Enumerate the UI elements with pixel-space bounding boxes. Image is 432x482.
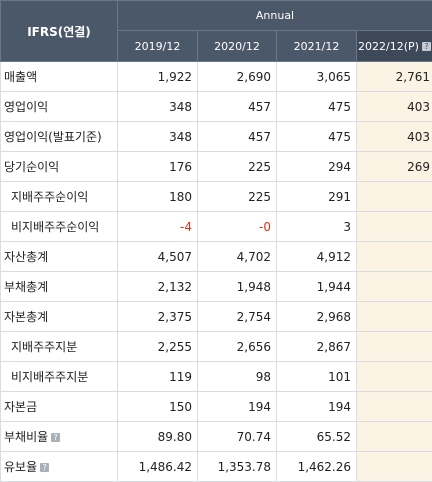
row-label-with-help: 부채비율?	[1, 422, 118, 452]
cell: 4,912	[277, 242, 357, 272]
cell: 2,690	[198, 62, 277, 92]
year-header-2021: 2021/12	[277, 31, 357, 62]
table-row: 비지배주주순이익 -4 -0 3	[1, 212, 432, 242]
year-header-2019: 2019/12	[118, 31, 198, 62]
cell: 2,656	[198, 332, 277, 362]
year-header-label: 2022/12(P)	[358, 40, 419, 53]
row-label: 비지배주주순이익	[1, 212, 118, 242]
row-label: 지배주주순이익	[1, 182, 118, 212]
table-row: 매출액 1,922 2,690 3,065 2,761	[1, 62, 432, 92]
row-label-text: 유보율	[4, 460, 37, 474]
cell: 225	[198, 182, 277, 212]
cell: 457	[198, 122, 277, 152]
table-row: 지배주주순이익 180 225 291	[1, 182, 432, 212]
cell: 65.52	[277, 422, 357, 452]
cell: 294	[277, 152, 357, 182]
cell: 2,375	[118, 302, 198, 332]
cell: 2,132	[118, 272, 198, 302]
cell: 4,702	[198, 242, 277, 272]
row-label: 자본총계	[1, 302, 118, 332]
row-label: 자본금	[1, 392, 118, 422]
cell: 348	[118, 122, 198, 152]
row-label: 비지배주주지분	[1, 362, 118, 392]
cell-estimate: 2,761	[357, 62, 432, 92]
cell: 176	[118, 152, 198, 182]
cell-estimate	[357, 182, 432, 212]
cell-estimate	[357, 452, 432, 482]
cell: 2,754	[198, 302, 277, 332]
cell: 1,353.78	[198, 452, 277, 482]
cell: 70.74	[198, 422, 277, 452]
table-row: 지배주주지분 2,255 2,656 2,867	[1, 332, 432, 362]
cell: 3,065	[277, 62, 357, 92]
cell-negative: -4	[118, 212, 198, 242]
row-label-text: 부채비율	[4, 430, 48, 444]
cell-estimate	[357, 212, 432, 242]
cell: 3	[277, 212, 357, 242]
cell: 225	[198, 152, 277, 182]
row-label: 지배주주지분	[1, 332, 118, 362]
help-icon[interactable]: ?	[51, 433, 60, 442]
cell: 89.80	[118, 422, 198, 452]
cell: 457	[198, 92, 277, 122]
cell-estimate	[357, 332, 432, 362]
cell: 2,968	[277, 302, 357, 332]
row-label: 자산총계	[1, 242, 118, 272]
row-label: 영업이익(발표기준)	[1, 122, 118, 152]
table-row: 자산총계 4,507 4,702 4,912	[1, 242, 432, 272]
cell: 4,507	[118, 242, 198, 272]
cell-estimate: 403	[357, 92, 432, 122]
help-icon[interactable]: ?	[422, 42, 431, 51]
table-row: 자본금 150 194 194	[1, 392, 432, 422]
cell-negative: -0	[198, 212, 277, 242]
year-header-2022-estimate: 2022/12(P)?	[357, 31, 432, 62]
cell-estimate	[357, 242, 432, 272]
row-label: 부채총계	[1, 272, 118, 302]
cell-estimate: 403	[357, 122, 432, 152]
row-label: 매출액	[1, 62, 118, 92]
year-header-2020: 2020/12	[198, 31, 277, 62]
table-row: 자본총계 2,375 2,754 2,968	[1, 302, 432, 332]
cell: 1,948	[198, 272, 277, 302]
cell-estimate	[357, 362, 432, 392]
cell: 1,462.26	[277, 452, 357, 482]
cell-estimate	[357, 422, 432, 452]
cell: 1,922	[118, 62, 198, 92]
cell: 2,255	[118, 332, 198, 362]
table-row: 부채비율? 89.80 70.74 65.52	[1, 422, 432, 452]
accounting-standard-header: IFRS(연결)	[1, 1, 118, 62]
cell: 150	[118, 392, 198, 422]
cell-estimate	[357, 272, 432, 302]
row-label-with-help: 유보율?	[1, 452, 118, 482]
cell: 194	[277, 392, 357, 422]
cell: 194	[198, 392, 277, 422]
cell: 119	[118, 362, 198, 392]
cell: 348	[118, 92, 198, 122]
row-label: 당기순이익	[1, 152, 118, 182]
table-row: 유보율? 1,486.42 1,353.78 1,462.26	[1, 452, 432, 482]
table-row: 당기순이익 176 225 294 269	[1, 152, 432, 182]
cell: 101	[277, 362, 357, 392]
cell: 98	[198, 362, 277, 392]
table-row: 영업이익(발표기준) 348 457 475 403	[1, 122, 432, 152]
cell: 1,944	[277, 272, 357, 302]
table-row: 영업이익 348 457 475 403	[1, 92, 432, 122]
cell-estimate: 269	[357, 152, 432, 182]
cell: 2,867	[277, 332, 357, 362]
cell: 291	[277, 182, 357, 212]
help-icon[interactable]: ?	[40, 463, 49, 472]
table-row: 부채총계 2,132 1,948 1,944	[1, 272, 432, 302]
annual-header: Annual	[118, 1, 432, 31]
cell-estimate	[357, 302, 432, 332]
cell: 475	[277, 92, 357, 122]
cell: 180	[118, 182, 198, 212]
cell: 1,486.42	[118, 452, 198, 482]
table-row: 비지배주주지분 119 98 101	[1, 362, 432, 392]
cell-estimate	[357, 392, 432, 422]
cell: 475	[277, 122, 357, 152]
row-label: 영업이익	[1, 92, 118, 122]
